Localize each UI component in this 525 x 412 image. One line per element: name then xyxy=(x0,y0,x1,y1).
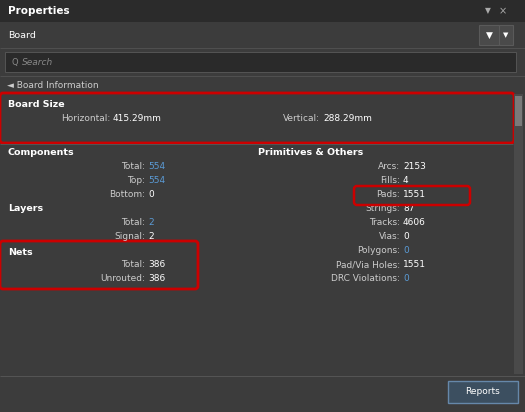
Text: Properties: Properties xyxy=(8,6,70,16)
Text: Board Size: Board Size xyxy=(8,100,65,109)
FancyBboxPatch shape xyxy=(479,25,499,45)
Text: 554: 554 xyxy=(148,176,165,185)
FancyBboxPatch shape xyxy=(514,94,523,374)
Text: Vias:: Vias: xyxy=(379,232,400,241)
Text: ◄ Board Information: ◄ Board Information xyxy=(7,80,99,89)
Text: Signal:: Signal: xyxy=(114,232,145,241)
Text: Pad/Via Holes:: Pad/Via Holes: xyxy=(336,260,400,269)
Text: ▼: ▼ xyxy=(486,30,492,40)
FancyBboxPatch shape xyxy=(0,0,525,22)
Text: Arcs:: Arcs: xyxy=(378,162,400,171)
Text: 4: 4 xyxy=(403,176,408,185)
Text: Q: Q xyxy=(12,58,18,66)
Text: 2153: 2153 xyxy=(403,162,426,171)
Text: 288.29mm: 288.29mm xyxy=(323,114,372,123)
Text: 554: 554 xyxy=(148,162,165,171)
Text: Reports: Reports xyxy=(466,388,500,396)
FancyBboxPatch shape xyxy=(0,22,525,48)
Text: ×: × xyxy=(499,6,507,16)
Text: Polygons:: Polygons: xyxy=(357,246,400,255)
Text: Tracks:: Tracks: xyxy=(369,218,400,227)
Text: 4606: 4606 xyxy=(403,218,426,227)
Text: Bottom:: Bottom: xyxy=(109,190,145,199)
FancyBboxPatch shape xyxy=(5,52,516,72)
Text: DRC Violations:: DRC Violations: xyxy=(331,274,400,283)
Text: 0: 0 xyxy=(148,190,154,199)
Text: 0: 0 xyxy=(403,232,409,241)
Text: 0: 0 xyxy=(403,246,409,255)
FancyBboxPatch shape xyxy=(0,241,198,289)
Text: Total:: Total: xyxy=(121,218,145,227)
Text: 386: 386 xyxy=(148,274,165,283)
Text: Strings:: Strings: xyxy=(365,204,400,213)
Text: Primitives & Others: Primitives & Others xyxy=(258,148,363,157)
Text: Vertical:: Vertical: xyxy=(283,114,320,123)
Text: Horizontal:: Horizontal: xyxy=(61,114,110,123)
Text: Nets: Nets xyxy=(8,248,33,257)
Text: Total:: Total: xyxy=(121,260,145,269)
Text: 87: 87 xyxy=(403,204,415,213)
Text: Unrouted:: Unrouted: xyxy=(100,274,145,283)
Text: Search: Search xyxy=(22,58,53,66)
FancyBboxPatch shape xyxy=(499,25,513,45)
Text: Pads:: Pads: xyxy=(376,190,400,199)
FancyBboxPatch shape xyxy=(0,93,514,143)
Text: ▼: ▼ xyxy=(503,32,509,38)
Text: 2: 2 xyxy=(148,232,154,241)
Text: 386: 386 xyxy=(148,260,165,269)
Text: Board: Board xyxy=(8,30,36,40)
Text: Layers: Layers xyxy=(8,204,43,213)
Text: Components: Components xyxy=(8,148,75,157)
Text: Top:: Top: xyxy=(127,176,145,185)
FancyBboxPatch shape xyxy=(515,96,522,126)
Text: ▼: ▼ xyxy=(485,7,491,16)
Text: 2: 2 xyxy=(148,218,154,227)
FancyBboxPatch shape xyxy=(448,381,518,403)
Text: Fills:: Fills: xyxy=(380,176,400,185)
Text: 1551: 1551 xyxy=(403,190,426,199)
Text: 1551: 1551 xyxy=(403,260,426,269)
Text: Total:: Total: xyxy=(121,162,145,171)
Text: 0: 0 xyxy=(403,274,409,283)
Text: 415.29mm: 415.29mm xyxy=(113,114,162,123)
